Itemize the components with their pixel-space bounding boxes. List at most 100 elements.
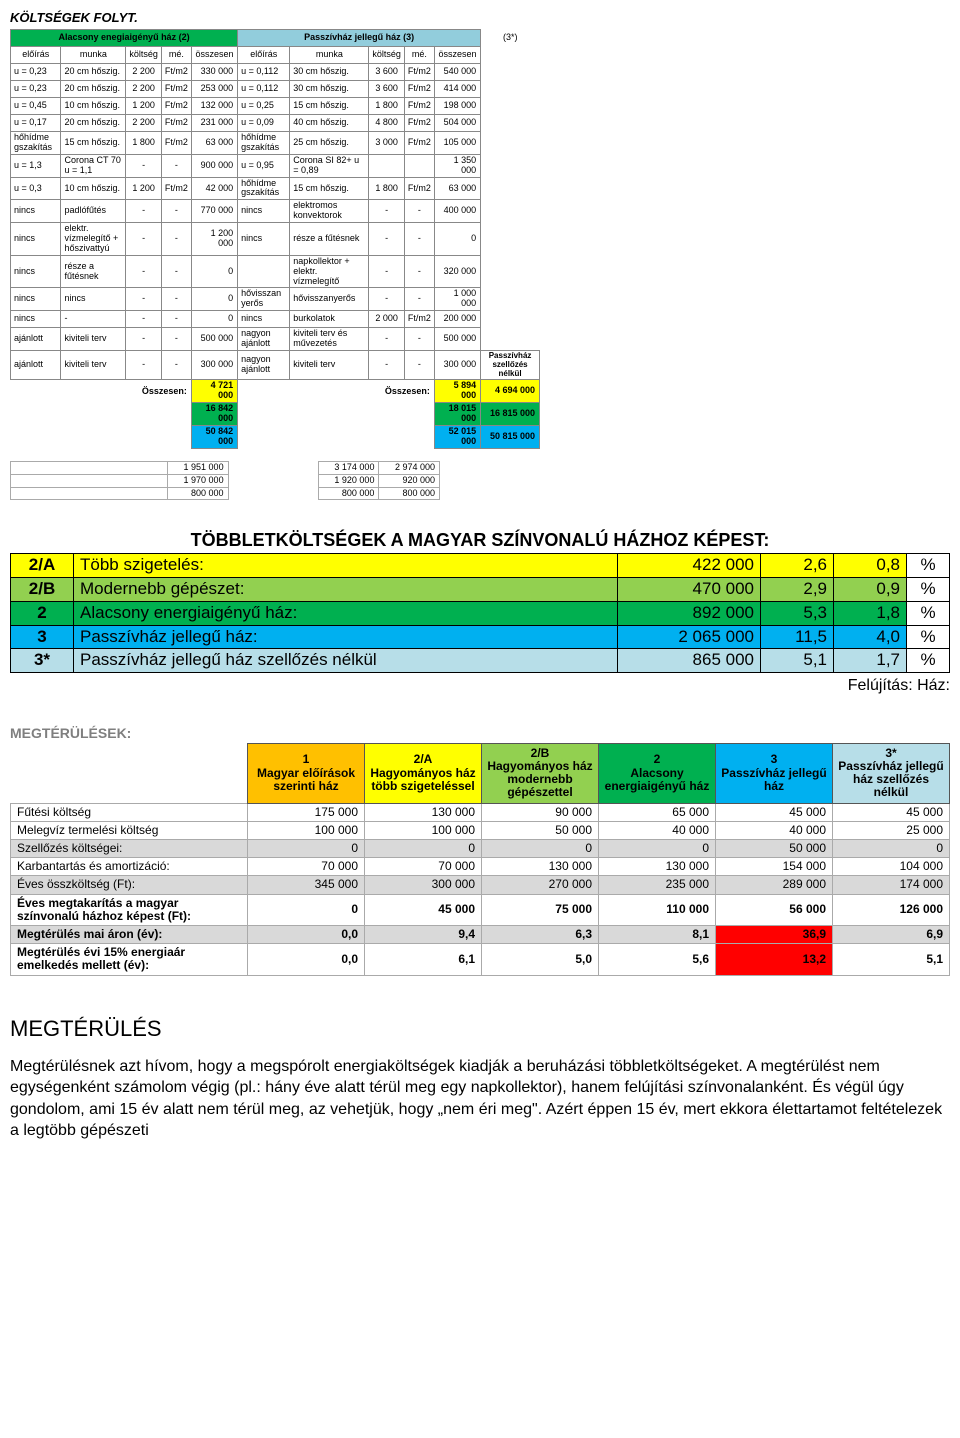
ret-cell: 104 000	[833, 858, 950, 876]
cell: nincs	[238, 223, 290, 256]
cell: u = 0,23	[11, 64, 61, 81]
ret-cell: 40 000	[599, 821, 716, 839]
ret-cell: 9,4	[365, 925, 482, 943]
cost-cell: 892 000	[618, 601, 761, 625]
total2-b: 16 842 000	[191, 403, 237, 426]
cell: napkollektor + elektr. vízmelegítő	[290, 255, 369, 288]
page-title: KÖLTSÉGEK FOLYT.	[10, 10, 950, 25]
cell: kiviteli terv	[61, 351, 126, 380]
group3-header: Passzívház jellegű ház (3)	[238, 30, 481, 47]
total2-c: 50 842 000	[191, 425, 237, 448]
ret-cell: 45 000	[716, 803, 833, 821]
ret-cell: 45 000	[365, 894, 482, 925]
ret-header: 3Passzívház jellegű ház	[716, 743, 833, 803]
ret-cell: 0,0	[248, 925, 365, 943]
cell: -	[404, 223, 434, 256]
cost-cell: 2/A	[11, 554, 74, 578]
col-header: költség	[369, 47, 405, 64]
total3-b: 18 015 000	[434, 403, 480, 426]
cell: 1 000 000	[434, 288, 480, 311]
cost-cell: 3*	[11, 649, 74, 673]
cell: Ft/m2	[161, 98, 191, 115]
cell: 1 200 000	[191, 223, 237, 256]
sb-r2c0: 800 000	[168, 487, 229, 500]
cell: hőhídme gszakítás	[238, 132, 290, 155]
ret-header: 1Magyar előírások szerinti ház	[248, 743, 365, 803]
cell: u = 0,112	[238, 64, 290, 81]
cell: -	[126, 200, 162, 223]
cell: Ft/m2	[404, 81, 434, 98]
returns-title: MEGTÉRÜLÉSEK:	[10, 725, 950, 741]
sb-r1c0: 1 970 000	[168, 474, 229, 487]
cell: u = 0,25	[238, 98, 290, 115]
cell: kiviteli terv	[290, 351, 369, 380]
cell: 132 000	[191, 98, 237, 115]
ret-row-label: Melegvíz termelési költség	[11, 821, 248, 839]
ret-cell: 0	[365, 840, 482, 858]
cost-footer: Felújítás: Ház:	[10, 677, 950, 695]
col-header: munka	[61, 47, 126, 64]
ret-cell: 130 000	[482, 858, 599, 876]
ret-cell: 100 000	[365, 821, 482, 839]
cell	[238, 255, 290, 288]
cell: 105 000	[434, 132, 480, 155]
col-header: költség	[126, 47, 162, 64]
col-header: összesen	[434, 47, 480, 64]
ret-cell: 235 000	[599, 876, 716, 894]
cell: padlófűtés	[61, 200, 126, 223]
cost-cell: 11,5	[761, 625, 834, 649]
cell: 20 cm hőszig.	[61, 81, 126, 98]
cost-cell: 5,1	[761, 649, 834, 673]
totals-label-2: Összesen:	[11, 380, 192, 403]
cell: hővisszan yerős	[238, 288, 290, 311]
ret-cell: 175 000	[248, 803, 365, 821]
ret-row-label: Megtérülés mai áron (év):	[11, 925, 248, 943]
cell: -	[126, 288, 162, 311]
ret-cell: 50 000	[716, 840, 833, 858]
cost-cell: 2,9	[761, 578, 834, 602]
cell: 0	[191, 255, 237, 288]
ret-cell: 0	[599, 840, 716, 858]
cell: 2 200	[126, 81, 162, 98]
cell	[404, 154, 434, 177]
cost-cell: %	[907, 601, 950, 625]
sb-r0c0: 1 951 000	[168, 461, 229, 474]
total3s-a: 4 694 000	[481, 380, 540, 403]
cost-cell: 2	[11, 601, 74, 625]
cost-cell: 3	[11, 625, 74, 649]
ret-cell: 13,2	[716, 944, 833, 975]
cell: u = 0,23	[11, 81, 61, 98]
ret-cell: 65 000	[599, 803, 716, 821]
ret-row-label: Éves megtakarítás a magyar színvonalú há…	[11, 894, 248, 925]
cell: u = 0,3	[11, 177, 61, 200]
ret-cell: 0	[833, 840, 950, 858]
cell: 4 800	[369, 115, 405, 132]
cell: 20 cm hőszig.	[61, 64, 126, 81]
col-header: előírás	[238, 47, 290, 64]
cell: -	[161, 351, 191, 380]
ret-header: 2/BHagyományos ház modernebb gépészettel	[482, 743, 599, 803]
cost-cell: %	[907, 578, 950, 602]
section-title: TÖBBLETKÖLTSÉGEK A MAGYAR SZÍNVONALÚ HÁZ…	[10, 530, 950, 551]
col-header: mé.	[161, 47, 191, 64]
ret-cell: 5,1	[833, 944, 950, 975]
cell: -	[369, 223, 405, 256]
cell: -	[404, 328, 434, 351]
cell: 300 000	[191, 351, 237, 380]
ret-cell: 0	[482, 840, 599, 858]
cost-cell: Alacsony energiaigényű ház:	[74, 601, 618, 625]
cell: Ft/m2	[161, 132, 191, 155]
cell: elektromos konvektorok	[290, 200, 369, 223]
ret-cell: 0	[248, 840, 365, 858]
cell: 63 000	[434, 177, 480, 200]
cell: 200 000	[434, 311, 480, 328]
cell: Ft/m2	[404, 115, 434, 132]
cell: u = 0,45	[11, 98, 61, 115]
cell: 770 000	[191, 200, 237, 223]
cell: -	[161, 288, 191, 311]
cost-cell: Passzívház jellegű ház szellőzés nélkül	[74, 649, 618, 673]
cell: 10 cm hőszig.	[61, 98, 126, 115]
cell: része a fűtésnek	[61, 255, 126, 288]
ret-row-label: Fűtési költség	[11, 803, 248, 821]
ret-cell: 126 000	[833, 894, 950, 925]
